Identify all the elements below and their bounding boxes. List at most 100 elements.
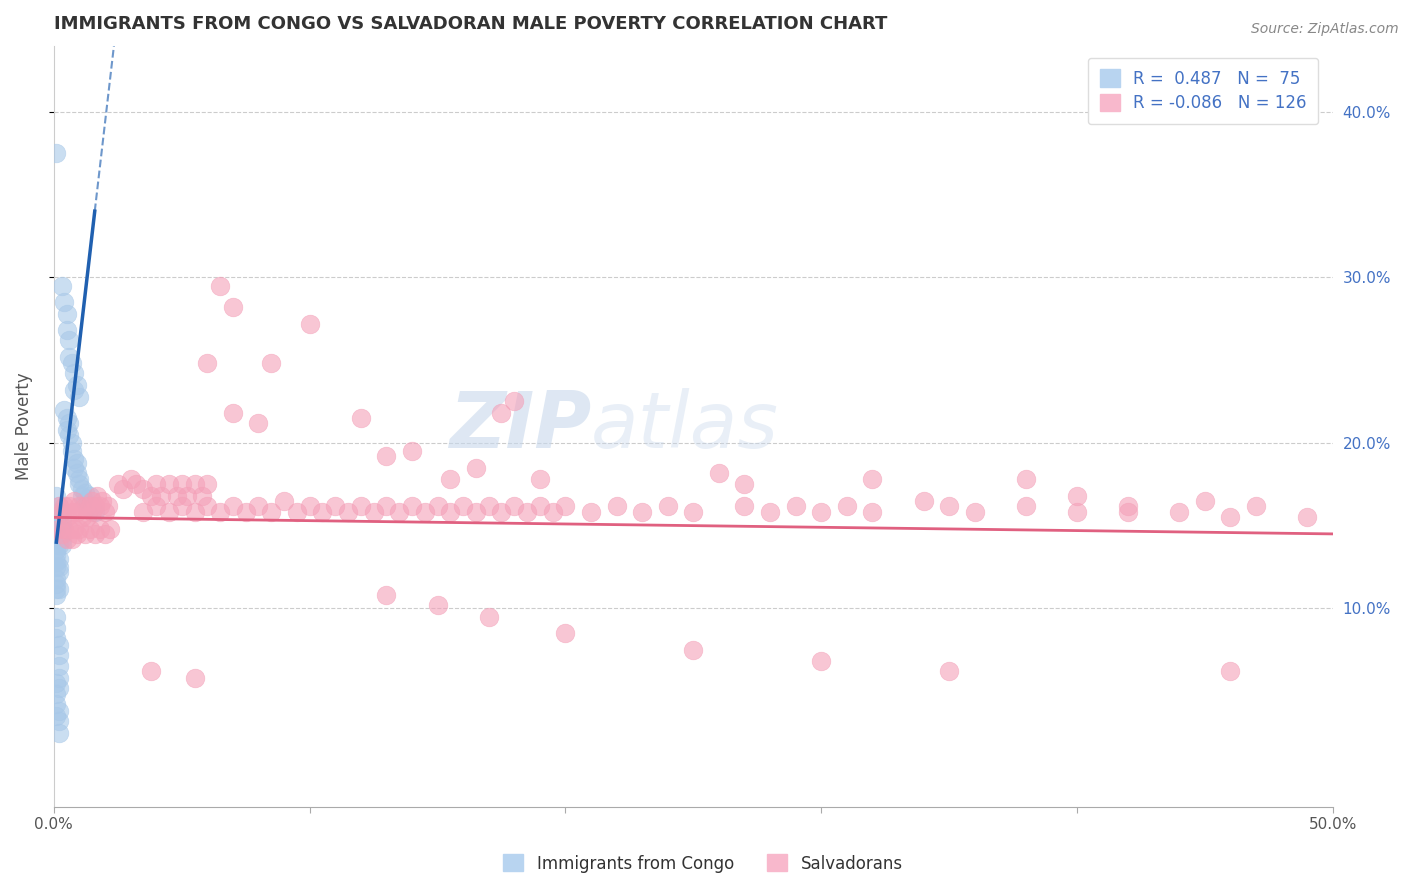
Point [48, 681, 70, 695]
Point [67, 499, 90, 513]
Point [55, 423, 77, 437]
Point [51, 539, 73, 553]
Point [51, 532, 73, 546]
Point [388, 505, 411, 519]
Point [66, 466, 89, 480]
Point [67, 390, 90, 404]
Point [51, 516, 73, 530]
Point [45, 588, 67, 602]
Text: ZIP: ZIP [449, 388, 591, 465]
Point [150, 489, 173, 503]
Point [478, 499, 501, 513]
Point [860, 505, 883, 519]
Point [82, 499, 104, 513]
Point [810, 505, 832, 519]
Point [176, 489, 198, 503]
Point [73, 527, 96, 541]
Point [79, 522, 101, 536]
Point [375, 588, 398, 602]
Point [541, 505, 564, 519]
Point [63, 383, 86, 397]
Point [58, 522, 80, 536]
Point [63, 460, 86, 475]
Point [835, 499, 858, 513]
Point [554, 499, 576, 513]
Point [66, 378, 89, 392]
Point [45, 527, 67, 541]
Point [733, 499, 755, 513]
Point [48, 648, 70, 662]
Legend: R =  0.487   N =  75, R = -0.086   N = 126: R = 0.487 N = 75, R = -0.086 N = 126 [1088, 58, 1317, 124]
Point [63, 522, 86, 536]
Point [45, 572, 67, 586]
Point [45, 576, 67, 591]
Point [451, 499, 474, 513]
Point [938, 665, 960, 679]
Point [401, 444, 423, 458]
Point [48, 582, 70, 596]
Point [76, 510, 98, 524]
Point [82, 505, 104, 519]
Point [66, 527, 89, 541]
Point [55, 323, 77, 337]
Point [73, 499, 96, 513]
Point [529, 472, 551, 486]
Point [48, 560, 70, 574]
Point [1066, 489, 1088, 503]
Point [107, 477, 129, 491]
Point [1168, 505, 1191, 519]
Point [60, 505, 83, 519]
Point [195, 356, 218, 370]
Point [48, 551, 70, 566]
Point [273, 493, 295, 508]
Point [83, 505, 105, 519]
Point [503, 499, 526, 513]
Point [66, 456, 89, 470]
Point [51, 278, 73, 293]
Point [247, 416, 270, 430]
Point [464, 505, 486, 519]
Point [938, 499, 960, 513]
Point [426, 499, 449, 513]
Point [298, 499, 321, 513]
Point [157, 477, 180, 491]
Point [55, 510, 77, 524]
Point [45, 621, 67, 635]
Point [1194, 493, 1216, 508]
Point [464, 460, 486, 475]
Point [170, 499, 193, 513]
Point [83, 527, 105, 541]
Point [157, 505, 180, 519]
Point [79, 499, 101, 513]
Text: Source: ZipAtlas.com: Source: ZipAtlas.com [1251, 22, 1399, 37]
Point [48, 671, 70, 685]
Point [45, 609, 67, 624]
Point [91, 493, 114, 508]
Point [45, 489, 67, 503]
Point [860, 472, 883, 486]
Point [53, 499, 76, 513]
Point [183, 671, 205, 685]
Point [70, 482, 93, 496]
Point [48, 527, 70, 541]
Point [48, 638, 70, 652]
Point [67, 477, 90, 491]
Point [55, 532, 77, 546]
Point [132, 482, 155, 496]
Y-axis label: Male Poverty: Male Poverty [15, 373, 32, 480]
Point [401, 499, 423, 513]
Point [58, 350, 80, 364]
Point [51, 527, 73, 541]
Point [375, 499, 398, 513]
Point [759, 505, 782, 519]
Point [98, 522, 121, 536]
Point [579, 505, 602, 519]
Legend: Immigrants from Congo, Salvadorans: Immigrants from Congo, Salvadorans [496, 847, 910, 880]
Point [170, 477, 193, 491]
Point [58, 427, 80, 442]
Point [1015, 499, 1038, 513]
Point [48, 532, 70, 546]
Point [48, 725, 70, 739]
Point [86, 489, 108, 503]
Point [48, 499, 70, 513]
